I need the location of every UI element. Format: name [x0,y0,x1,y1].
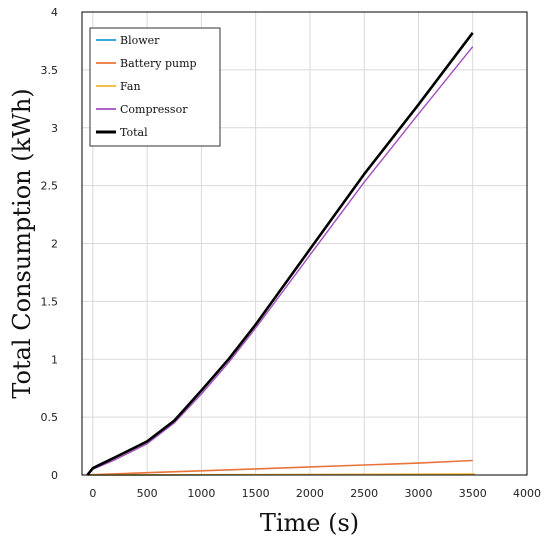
x-axis-title: Time (s) [260,509,359,537]
series-line-total [86,32,474,476]
y-tick-label: 4 [51,6,58,19]
x-tick-label: 3500 [459,487,487,500]
x-tick-label: 2000 [296,487,324,500]
legend-label: Blower [120,34,160,47]
series-line-battery-pump [87,459,473,476]
legend-label: Fan [120,80,141,93]
y-tick-label: 1.5 [41,295,59,308]
x-tick-label: 2500 [350,487,378,500]
legend-box [89,27,221,147]
grid [82,12,527,475]
y-tick-label: 0.5 [41,411,59,424]
y-tick-label: 3 [51,122,58,135]
tick-labels: 0 500 1000 1500 2000 2500 3000 3500 4000 0 0.5 1 1.5… [41,6,542,500]
x-tick-label: 1000 [187,487,215,500]
y-tick-label: 3.5 [41,64,59,77]
series-line-compressor [86,46,474,476]
x-tick-label: 1500 [242,487,270,500]
legend-label: Battery pump [120,57,197,70]
x-tick-label: 500 [137,487,158,500]
y-tick-label: 0 [51,469,58,482]
y-tick-label: 1 [51,353,58,366]
y-tick-label: 2.5 [41,180,59,193]
x-tick-label: 3000 [404,487,432,500]
y-axis-title: Total Consumption (kWh) [8,88,36,398]
legend-label: Total [120,126,148,139]
x-tick-label: 4000 [513,487,541,500]
plot-frame [81,11,528,476]
y-tick-label: 2 [51,238,58,251]
legend: Blower Battery pump Fan Compressor Total [89,27,221,147]
legend-label: Compressor [120,103,188,116]
x-tick-label: 0 [89,487,96,500]
